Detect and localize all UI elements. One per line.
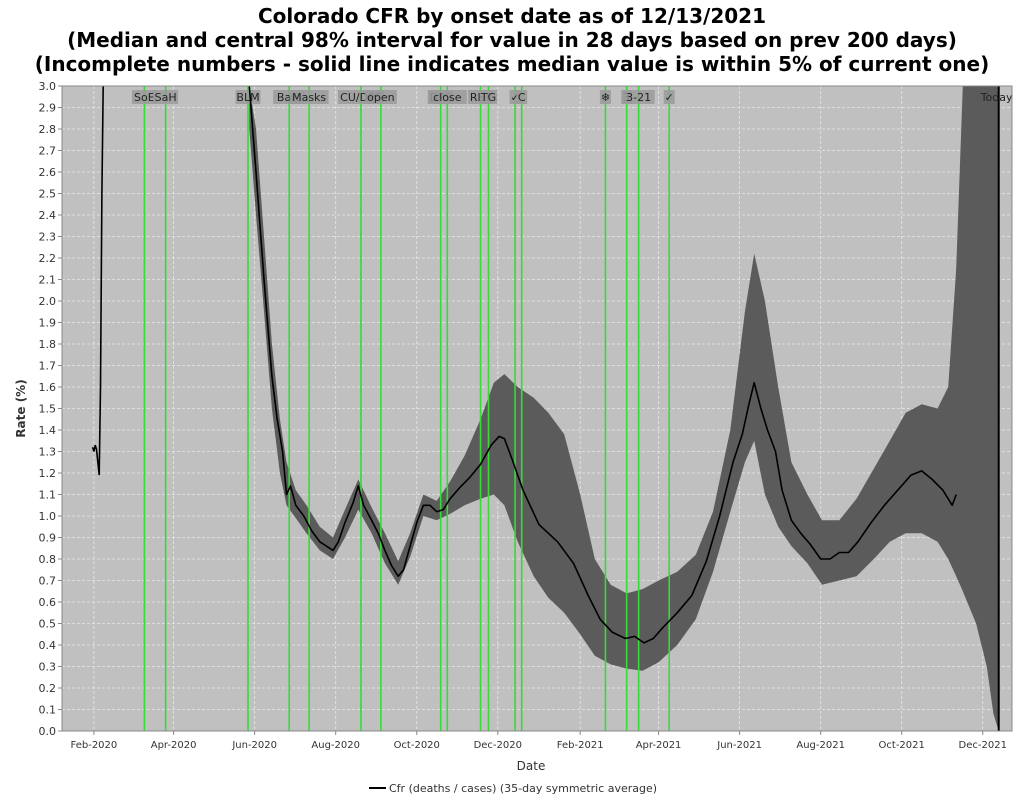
- chart-title: Colorado CFR by onset date as of 12/13/2…: [258, 4, 766, 28]
- event-label: SoE: [134, 91, 155, 104]
- event-markers: SoESaHBLMBarsMasksCU/DPSopenDPScloseRETT…: [131, 86, 675, 731]
- y-tick-label: 0.3: [39, 661, 57, 674]
- x-axis: Feb-2020 Apr-2020 Jun-2020 Aug-2020 Oct-2020…: [71, 731, 1007, 751]
- early-line: [91, 85, 104, 476]
- y-tick-label: 2.1: [39, 274, 57, 287]
- event-label: ✓: [510, 91, 519, 104]
- y-tick-label: 1.2: [39, 467, 57, 480]
- x-tick-label: Apr-2020: [151, 740, 197, 751]
- legend: Cfr (deaths / cases) (35-day symmetric a…: [369, 782, 657, 795]
- y-tick-label: 2.7: [39, 145, 57, 158]
- event-label: SaH: [155, 91, 177, 104]
- x-tick-label: Dec-2020: [474, 740, 522, 751]
- event-label: BLM: [236, 91, 259, 104]
- event-label-box: [131, 90, 157, 104]
- event-label-box: [622, 90, 655, 104]
- y-tick-label: 0.7: [39, 575, 57, 588]
- event-label-box: [235, 90, 261, 104]
- y-axis: 0.0 0.1 0.2 0.3 0.4 0.5 0.6 0.7 0.8 0.9 1.0 1.1 1.2 1…: [39, 80, 62, 738]
- event-label-box: [427, 90, 467, 104]
- x-tick-label: Apr-2021: [636, 740, 682, 751]
- today-marker: Today: [980, 86, 1013, 731]
- y-tick-label: 0.5: [39, 618, 57, 631]
- y-tick-label: 2.4: [39, 209, 57, 222]
- y-tick-label: 1.5: [39, 403, 57, 416]
- y-tick-label: 2.5: [39, 188, 57, 201]
- y-tick-label: 1.4: [39, 424, 57, 437]
- y-tick-label: 1.3: [39, 446, 57, 459]
- y-tick-label: 1.7: [39, 360, 57, 373]
- event-label-box: [509, 90, 521, 104]
- x-tick-label: Aug-2021: [796, 740, 845, 751]
- event-label: close: [433, 91, 462, 104]
- legend-label: Cfr (deaths / cases) (35-day symmetric a…: [389, 782, 657, 795]
- y-tick-label: 3.0: [39, 80, 57, 93]
- y-tick-label: 1.8: [39, 338, 57, 351]
- x-tick-label: Oct-2021: [879, 740, 925, 751]
- x-tick-label: Aug-2020: [311, 740, 360, 751]
- event-label-box: [289, 90, 329, 104]
- y-tick-label: 0.0: [39, 725, 57, 738]
- median-line: [248, 85, 957, 644]
- event-label: ✓: [665, 91, 674, 104]
- y-tick-label: 1.1: [39, 489, 57, 502]
- y-tick-label: 2.9: [39, 102, 57, 115]
- y-tick-label: 0.9: [39, 532, 57, 545]
- x-axis-title: Date: [517, 759, 546, 773]
- y-tick-label: 1.6: [39, 381, 57, 394]
- event-label-box: [479, 90, 498, 104]
- event-label-box: [599, 90, 611, 104]
- y-tick-label: 0.1: [39, 704, 57, 717]
- event-label-box: [516, 90, 528, 104]
- y-tick-label: 2.3: [39, 231, 57, 244]
- y-tick-label: 1.0: [39, 510, 57, 523]
- y-tick-label: 0.8: [39, 553, 57, 566]
- y-tick-label: 0.6: [39, 596, 57, 609]
- event-label: Masks: [292, 91, 326, 104]
- event-label: ❄: [601, 91, 610, 104]
- y-tick-label: 2.8: [39, 123, 57, 136]
- y-tick-label: 2.2: [39, 252, 57, 265]
- event-label: 3-21: [626, 91, 651, 104]
- y-tick-label: 0.4: [39, 639, 57, 652]
- y-tick-label: 2.0: [39, 295, 57, 308]
- chart-note: (Incomplete numbers - solid line indicat…: [34, 52, 990, 76]
- median-line-layer: [91, 85, 957, 644]
- event-label: open: [367, 91, 394, 104]
- x-tick-label: Dec-2021: [959, 740, 1007, 751]
- today-label: Today: [980, 91, 1013, 104]
- interval-band: [249, 86, 999, 731]
- y-tick-label: 0.2: [39, 682, 57, 695]
- y-tick-label: 2.6: [39, 166, 57, 179]
- x-tick-label: Jun-2020: [231, 740, 277, 751]
- x-tick-label: Oct-2020: [394, 740, 440, 751]
- event-label-box: [663, 90, 675, 104]
- event-label: C: [518, 91, 526, 104]
- event-label: TG: [480, 91, 496, 104]
- chart-subtitle: (Median and central 98% interval for val…: [67, 28, 957, 52]
- event-label-box: [153, 90, 179, 104]
- x-tick-label: Jun-2021: [716, 740, 762, 751]
- x-tick-label: Feb-2021: [557, 740, 604, 751]
- y-tick-label: 1.9: [39, 317, 57, 330]
- interval-band-layer: [249, 86, 999, 731]
- y-axis-title: Rate (%): [14, 379, 28, 437]
- x-tick-label: Feb-2020: [71, 740, 118, 751]
- event-label-box: [364, 90, 397, 104]
